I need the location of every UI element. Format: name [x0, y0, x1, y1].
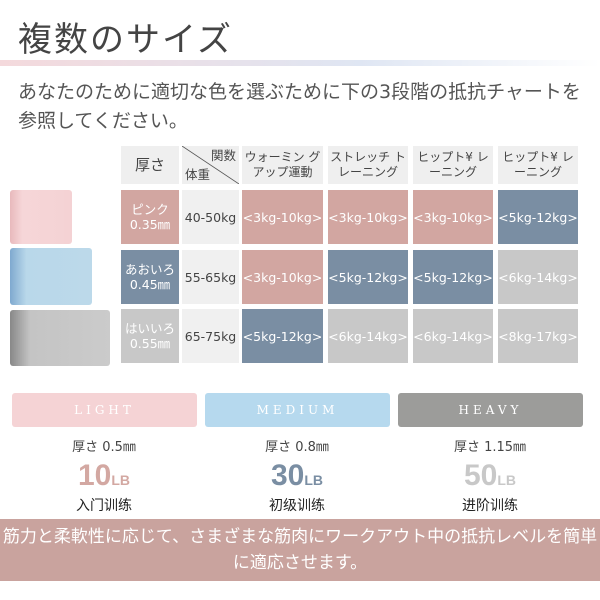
band-resistance: 30LB: [202, 461, 392, 495]
row-color-label: ピンク 0.35㎜: [121, 190, 179, 244]
band-level: 进阶训练: [462, 498, 518, 514]
band-level: 初级训练: [269, 498, 325, 514]
resistance-cell: <3kg-10kg>: [328, 190, 408, 244]
header-weight: 体重: [185, 167, 211, 182]
header-function: 関数: [210, 148, 236, 163]
band-level: 入门训练: [76, 498, 132, 514]
band-info: 厚さ 1.15㎜ 50LB 进阶训练: [395, 436, 585, 515]
header-thickness: 厚さ: [121, 146, 179, 184]
resistance-cell: <3kg-10kg>: [242, 190, 323, 244]
resistance-value: 50: [463, 459, 498, 492]
title-underline: [0, 60, 600, 66]
color-name: はいいろ: [124, 321, 175, 336]
resistance-cell: <5kg-12kg>: [498, 190, 578, 244]
color-thickness: 0.45㎜: [129, 277, 171, 292]
band-resistance: 10LB: [9, 461, 199, 495]
header-diagonal: 関数 体重: [182, 146, 239, 184]
row-color-label: あおいろ 0.45㎜: [121, 250, 179, 304]
row-weight: 40-50kg: [182, 190, 239, 244]
blue-band-image: [10, 248, 92, 305]
band-medium: MEDIUM: [205, 393, 390, 427]
band-heavy: HEAVY: [398, 393, 583, 427]
pink-band-image: [10, 190, 72, 244]
color-thickness: 0.55㎜: [129, 336, 171, 351]
resistance-cell: <8kg-17kg>: [498, 309, 578, 363]
color-name: あおいろ: [124, 262, 175, 277]
band-light: LIGHT: [12, 393, 197, 427]
column-header: ヒップト¥ レーニング: [498, 146, 578, 184]
resistance-cell: <6kg-14kg>: [413, 309, 493, 363]
subtitle: あなたのために適切な色を選ぶために下の3段階の抵抗チャートを参照してください。: [18, 81, 581, 132]
resistance-cell: <6kg-14kg>: [498, 250, 578, 304]
band-info: 厚さ 0.8㎜ 30LB 初级训练: [202, 436, 392, 515]
band-thickness: 厚さ 1.15㎜: [453, 440, 527, 455]
resistance-cell: <3kg-10kg>: [242, 250, 323, 304]
resistance-unit: LB: [304, 472, 324, 488]
resistance-unit: LB: [497, 472, 517, 488]
resistance-cell: <5kg-12kg>: [413, 250, 493, 304]
row-weight: 55-65kg: [182, 250, 239, 304]
column-header: ストレッチ トレーニング: [328, 146, 408, 184]
resistance-unit: LB: [111, 472, 131, 488]
resistance-cell: <3kg-10kg>: [413, 190, 493, 244]
color-name: ピンク: [131, 202, 169, 217]
resistance-cell: <5kg-12kg>: [328, 250, 408, 304]
footer-banner: 筋力と柔軟性に応じて、さまざまな筋肉にワークアウト中の抵抗レベルを簡単に適応させ…: [0, 519, 600, 581]
color-thickness: 0.35㎜: [129, 217, 171, 232]
column-header: ヒップト¥ レーニング: [413, 146, 493, 184]
band-info: 厚さ 0.5㎜ 10LB 入门训练: [9, 436, 199, 515]
resistance-value: 30: [270, 459, 305, 492]
band-resistance: 50LB: [395, 461, 585, 495]
resistance-cell: <5kg-12kg>: [242, 309, 323, 363]
band-thickness: 厚さ 0.5㎜: [72, 440, 136, 455]
resistance-cell: <6kg-14kg>: [328, 309, 408, 363]
column-header: ウォーミン グアップ運動: [242, 146, 323, 184]
resistance-value: 10: [77, 459, 112, 492]
row-color-label: はいいろ 0.55㎜: [121, 309, 179, 363]
gray-band-image: [10, 310, 110, 366]
page-title: 複数のサイズ: [18, 20, 233, 60]
row-weight: 65-75kg: [182, 309, 239, 363]
band-thickness: 厚さ 0.8㎜: [265, 440, 329, 455]
